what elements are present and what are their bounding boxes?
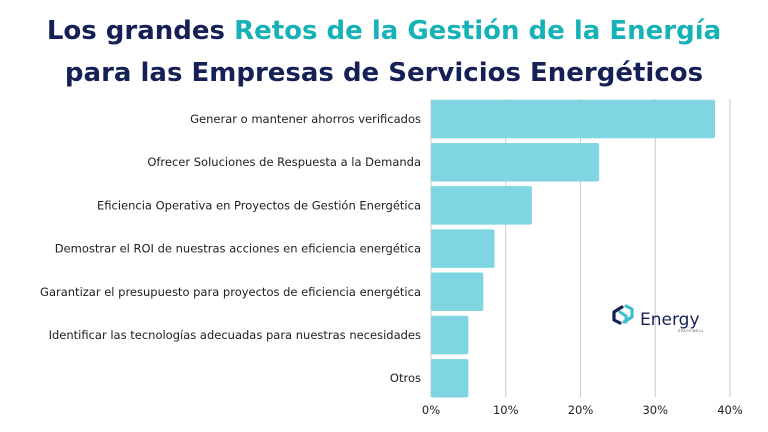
category-label: Garantizar el presupuesto para proyectos… xyxy=(40,285,421,299)
x-tick-label: 10% xyxy=(493,403,519,417)
category-label: Generar o mantener ahorros verificados xyxy=(190,112,421,126)
bar xyxy=(431,272,484,312)
bar xyxy=(431,142,600,182)
x-tick-label: 20% xyxy=(568,403,594,417)
category-labels: Generar o mantener ahorros verificados Of… xyxy=(40,112,421,385)
chart-title-line-1: Los grandes Retos de la Gestión de la En… xyxy=(0,15,768,47)
bar xyxy=(431,99,716,139)
logo-text: Energy xyxy=(640,310,700,330)
title-part-1: Los grandes xyxy=(46,16,235,46)
category-label: Otros xyxy=(390,371,421,385)
bars xyxy=(431,99,716,398)
bar xyxy=(431,315,469,355)
x-tick-label: 0% xyxy=(422,403,440,417)
logo-subtext: SPACEWELL xyxy=(678,329,704,333)
category-label: Demostrar el ROI de nuestras acciones en… xyxy=(55,242,421,256)
bar xyxy=(431,229,495,268)
x-tick-label: 30% xyxy=(642,403,668,417)
x-tick-label: 40% xyxy=(717,403,743,417)
bar xyxy=(431,186,532,225)
energy-spacewell-logo-icon xyxy=(612,304,634,325)
category-label: Ofrecer Soluciones de Respuesta a la Dem… xyxy=(147,155,421,169)
title-part-accent: Retos de la Gestión de la Energía xyxy=(234,16,722,46)
energy-spacewell-logo: Energy SPACEWELL xyxy=(612,304,704,333)
category-label: Eficiencia Operativa en Proyectos de Ges… xyxy=(97,198,421,212)
x-tick-labels: 0% 10% 20% 30% 40% xyxy=(422,403,743,417)
bar xyxy=(431,358,469,398)
category-label: Identificar las tecnologías adecuadas pa… xyxy=(49,328,421,342)
chart-title-line-2: para las Empresas de Servicios Energétic… xyxy=(64,58,704,88)
